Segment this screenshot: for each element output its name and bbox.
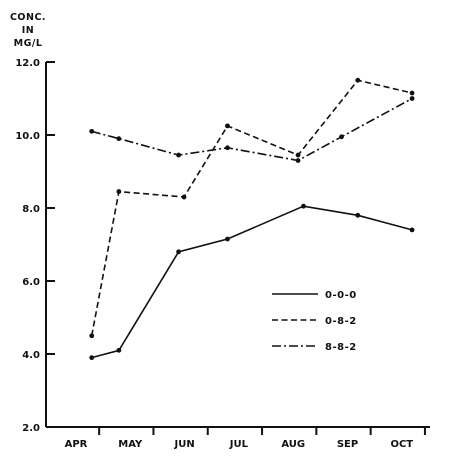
y-tick-label: 4.0	[22, 350, 40, 361]
data-point	[116, 189, 122, 194]
data-point	[116, 347, 122, 353]
series-0-0-0	[89, 203, 415, 361]
data-point	[301, 203, 306, 209]
y-axis-title: CONC. IN MG/L	[10, 12, 46, 49]
data-point	[225, 123, 230, 129]
y-tick-label: 12.0	[15, 58, 40, 69]
data-point	[89, 128, 95, 134]
y-axis-title-line: CONC.	[10, 12, 46, 23]
data-point	[176, 152, 182, 158]
data-point	[409, 96, 415, 101]
x-tick-label: JUN	[173, 439, 194, 450]
x-tick-label: SEP	[337, 439, 358, 450]
y-axis-title-line: MG/L	[14, 38, 43, 49]
series-0-8-2	[89, 77, 415, 339]
data-point	[355, 212, 361, 218]
data-point	[176, 249, 182, 255]
legend-label: 8-8-2	[325, 342, 357, 353]
y-tick-label: 2.0	[22, 423, 40, 434]
x-tick-label: APR	[65, 439, 88, 450]
x-tick-label: MAY	[118, 439, 143, 450]
series-line	[91, 205, 413, 359]
legend-label: 0-8-2	[325, 316, 357, 327]
data-point	[225, 236, 230, 242]
y-tick-label: 8.0	[22, 204, 40, 215]
y-axis-title-line: IN	[22, 25, 35, 36]
data-point	[409, 90, 415, 96]
legend: 0-0-0 0-8-2 8-8-2	[272, 290, 357, 353]
data-point	[225, 145, 230, 151]
series-line	[91, 97, 413, 162]
data-point	[116, 136, 122, 142]
data-point	[89, 333, 95, 339]
y-ticks: 2.0 4.0 6.0 8.0 10.0 12.0	[15, 58, 55, 434]
data-point	[295, 152, 301, 158]
series-group	[89, 77, 415, 361]
data-point	[339, 134, 344, 140]
data-point	[89, 355, 95, 361]
y-tick-label: 10.0	[15, 131, 40, 142]
x-tick-label: AUG	[281, 439, 305, 450]
legend-label: 0-0-0	[325, 290, 357, 301]
y-tick-label: 6.0	[22, 277, 40, 288]
x-tick-label: JUL	[229, 439, 249, 450]
series-8-8-2	[89, 96, 415, 163]
data-point	[409, 227, 415, 233]
series-line	[90, 79, 413, 336]
axes	[45, 62, 430, 428]
data-point	[295, 158, 301, 163]
x-ticks: APR MAY JUN JUL AUG SEP OCT	[65, 427, 426, 450]
x-tick-label: OCT	[390, 439, 413, 450]
data-point	[355, 77, 361, 83]
data-point	[181, 194, 187, 200]
